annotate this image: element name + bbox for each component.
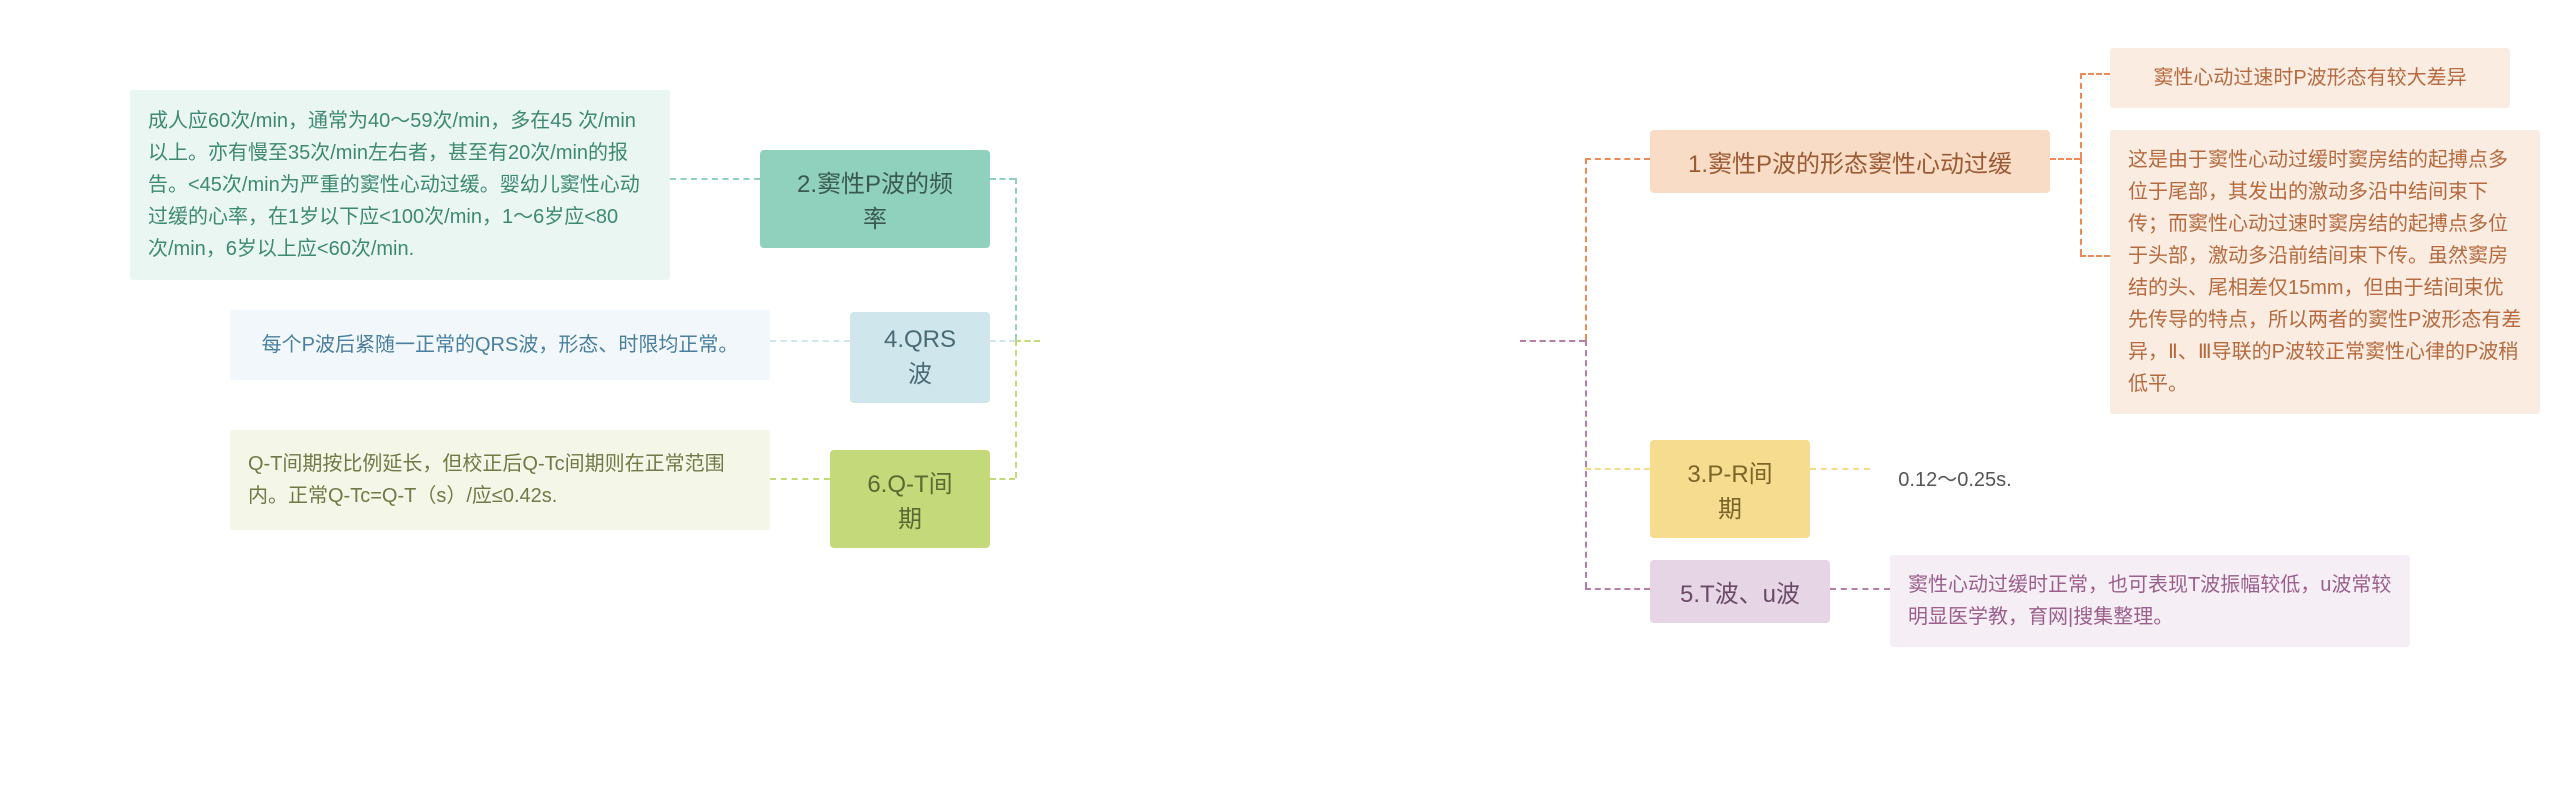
- branch-b3: 3.P-R间期: [1650, 440, 1810, 538]
- center-node: 针对窦性心动过缓的检查内容: [1080, 280, 1480, 408]
- mindmap-canvas: 针对窦性心动过缓的检查内容 2.窦性P波的频率成人应60次/min，通常为40～5…: [0, 0, 2560, 794]
- detail-b5: 窦性心动过缓时正常，也可表现T波振幅较低，u波常较明显医学教，育网|搜集整理。: [1890, 555, 2410, 647]
- detail-b4: 每个P波后紧随一正常的QRS波，形态、时限均正常。: [230, 310, 770, 380]
- connector: [770, 340, 850, 342]
- connector: [2080, 73, 2110, 75]
- detail-b6: Q-T间期按比例延长，但校正后Q-Tc间期则在正常范围内。正常Q-Tc=Q-T（…: [230, 430, 770, 530]
- connector: [1810, 468, 1870, 470]
- detail-b3: 0.12～0.25s.: [1870, 450, 2040, 510]
- connector: [2080, 158, 2082, 255]
- branch-b4: 4.QRS波: [850, 312, 990, 403]
- connector: [1520, 340, 1585, 342]
- connector: [990, 178, 1015, 180]
- connector: [1015, 178, 1017, 340]
- detail-b1-0: 窦性心动过速时P波形态有较大差异: [2110, 48, 2510, 108]
- connector: [1585, 158, 1650, 160]
- connector: [1585, 158, 1587, 340]
- connector: [1015, 340, 1017, 478]
- connector: [1585, 340, 1587, 588]
- connector: [990, 340, 1015, 342]
- detail-b2: 成人应60次/min，通常为40～59次/min，多在45 次/min以上。亦有…: [130, 90, 670, 280]
- connector: [2080, 255, 2110, 257]
- branch-b6: 6.Q-T间期: [830, 450, 990, 548]
- connector: [1830, 588, 1890, 590]
- connector: [670, 178, 760, 180]
- connector: [990, 478, 1015, 480]
- branch-b2: 2.窦性P波的频率: [760, 150, 990, 248]
- connector: [2050, 158, 2080, 160]
- connector: [1585, 468, 1650, 470]
- connector: [2080, 73, 2082, 158]
- detail-b1-1: 这是由于窦性心动过缓时窦房结的起搏点多位于尾部，其发出的激动多沿中结间束下传；而…: [2110, 130, 2540, 414]
- connector: [1585, 588, 1650, 590]
- connector: [1015, 340, 1040, 342]
- branch-b5: 5.T波、u波: [1650, 560, 1830, 623]
- branch-b1: 1.窦性P波的形态窦性心动过缓: [1650, 130, 2050, 193]
- connector: [770, 478, 830, 480]
